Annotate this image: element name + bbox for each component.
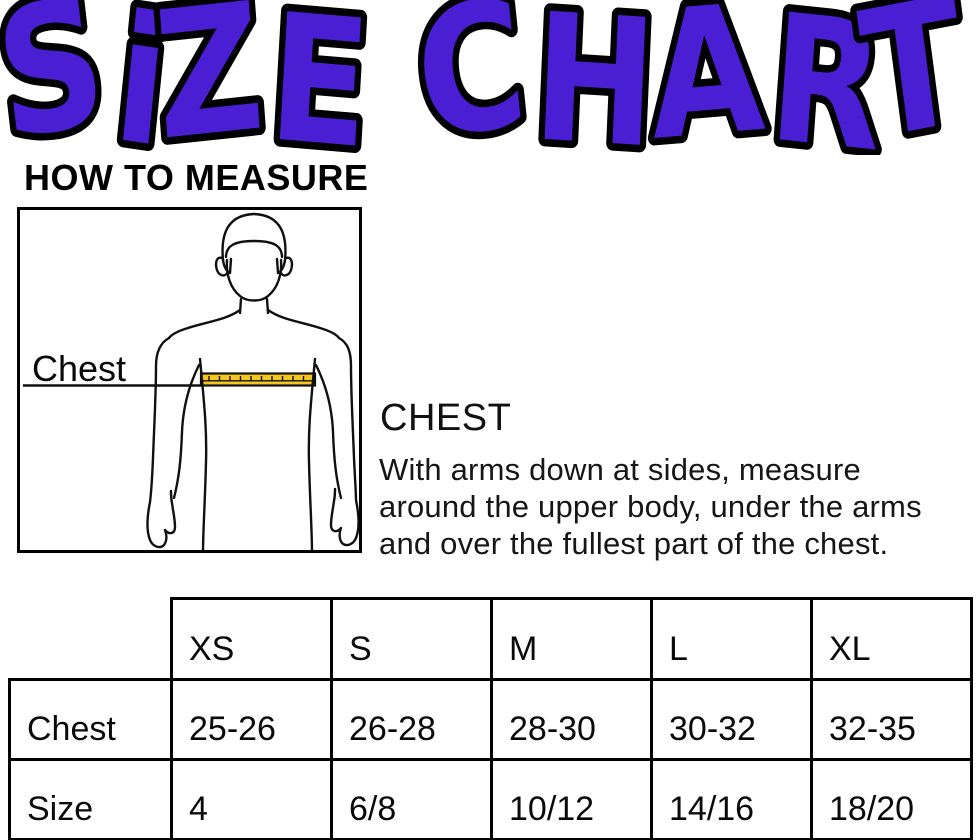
title-word-size: SiZE bbox=[0, 0, 377, 155]
chest-value-xs: 25-26 bbox=[170, 678, 333, 761]
row-label-size: Size bbox=[8, 758, 173, 840]
chest-instruction-line: and over the fullest part of the chest. bbox=[379, 526, 889, 561]
size-value-m: 10/12 bbox=[490, 758, 653, 840]
size-col-header-s: S bbox=[330, 597, 493, 681]
size-table-corner-cell bbox=[10, 599, 172, 680]
size-col-header-xl: XL bbox=[810, 597, 973, 681]
shoulder-right bbox=[266, 308, 341, 340]
chest-callout: Chest bbox=[23, 348, 201, 389]
person-outline bbox=[146, 212, 359, 550]
title-word-chart: CHART bbox=[404, 0, 977, 155]
size-value-xs: 4 bbox=[170, 758, 333, 840]
hair-sideburn-right bbox=[275, 257, 287, 275]
table-row-size: Size 4 6/8 10/12 14/16 18/20 bbox=[8, 758, 973, 840]
shoulder-left bbox=[167, 308, 242, 340]
ear-left bbox=[214, 256, 229, 277]
row-label-chest: Chest bbox=[8, 678, 173, 761]
torso-right bbox=[307, 357, 317, 550]
arm-inner-left bbox=[172, 363, 201, 500]
hair-sideburn-left bbox=[221, 257, 233, 275]
torso-left bbox=[198, 357, 208, 550]
chest-instruction-line: around the upper body, under the arms bbox=[379, 489, 922, 524]
chest-value-s: 26-28 bbox=[330, 678, 493, 761]
ear-right bbox=[279, 256, 294, 277]
size-value-l: 14/16 bbox=[650, 758, 813, 840]
chest-instruction-line: With arms down at sides, measure bbox=[379, 452, 861, 487]
body-measure-illustration: Chest bbox=[23, 212, 359, 550]
chest-value-xl: 32-35 bbox=[810, 678, 973, 761]
size-value-xl: 18/20 bbox=[810, 758, 973, 840]
size-table: XS S M L XL Chest 25-26 26-28 28-30 30-3… bbox=[8, 597, 973, 840]
size-value-s: 6/8 bbox=[330, 758, 493, 840]
size-col-header-m: M bbox=[490, 597, 653, 681]
tape-measure-icon bbox=[199, 372, 317, 387]
chest-value-m: 28-30 bbox=[490, 678, 653, 761]
chest-instruction-text: With arms down at sides, measure around … bbox=[379, 451, 969, 562]
hair-fringe bbox=[224, 239, 284, 259]
arm-outer-right bbox=[329, 336, 359, 547]
size-col-header-xs: XS bbox=[170, 597, 333, 681]
chest-figure-label: Chest bbox=[32, 348, 126, 389]
size-col-header-l: L bbox=[650, 597, 813, 681]
page-title: SiZE CHART bbox=[0, 0, 978, 155]
size-table-header-row: XS S M L XL bbox=[10, 597, 973, 681]
arm-outer-left bbox=[146, 336, 177, 549]
face-outline bbox=[225, 258, 283, 302]
chest-value-l: 30-32 bbox=[650, 678, 813, 761]
chest-instruction-heading: CHEST bbox=[380, 397, 512, 439]
table-row-chest: Chest 25-26 26-28 28-30 30-32 32-35 bbox=[8, 678, 973, 761]
arm-inner-right bbox=[314, 363, 343, 500]
measurement-figure-box: Chest bbox=[17, 207, 362, 553]
hair-outline bbox=[221, 212, 287, 262]
how-to-measure-heading: HOW TO MEASURE bbox=[24, 157, 369, 198]
